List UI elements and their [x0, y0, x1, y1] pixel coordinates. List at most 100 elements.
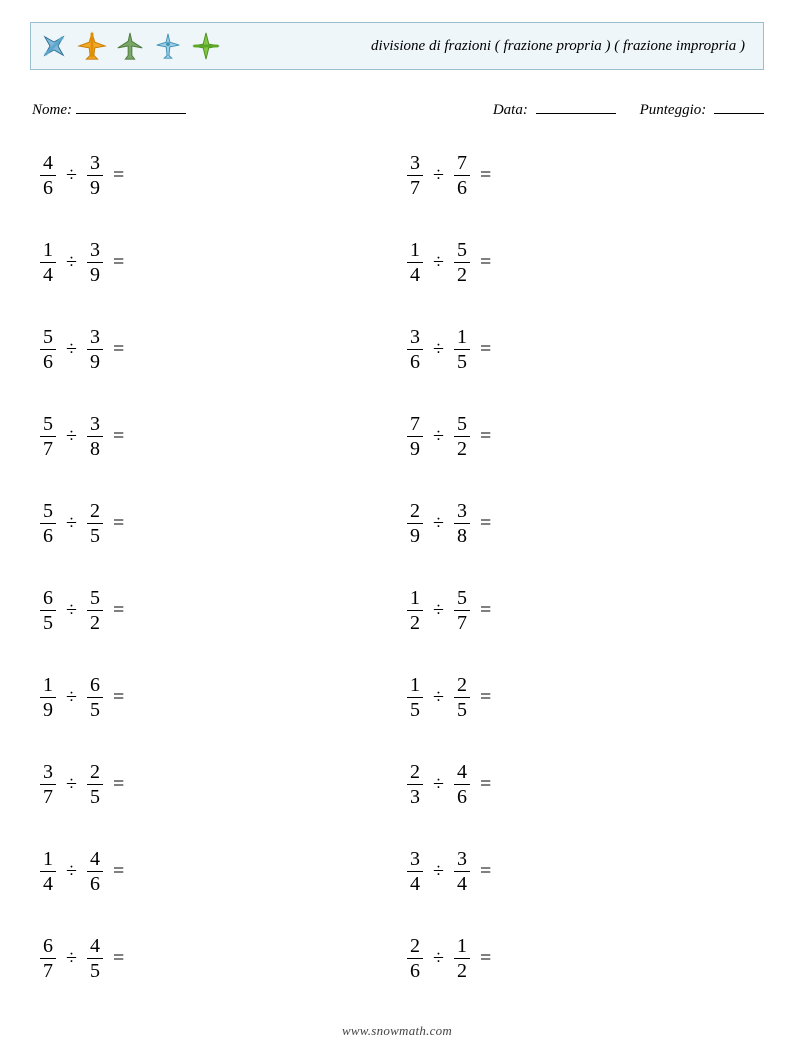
numerator: 4	[41, 153, 55, 173]
fraction: 52	[454, 414, 470, 459]
operator: ÷	[66, 251, 77, 274]
fraction: 46	[40, 153, 56, 198]
operator: ÷	[433, 773, 444, 796]
fraction: 26	[407, 936, 423, 981]
numerator: 3	[88, 240, 102, 260]
operator: ÷	[433, 686, 444, 709]
denominator: 8	[455, 526, 469, 546]
fraction-bar	[454, 436, 470, 437]
fraction-bar	[407, 523, 423, 524]
problem: 12÷57=	[407, 588, 764, 633]
fraction: 23	[407, 762, 423, 807]
operator: ÷	[433, 599, 444, 622]
numerator: 1	[41, 240, 55, 260]
numerator: 3	[408, 327, 422, 347]
denominator: 2	[455, 439, 469, 459]
score-label: Punteggio:	[640, 102, 707, 118]
numerator: 5	[455, 240, 469, 260]
numerator: 2	[408, 762, 422, 782]
numerator: 1	[41, 849, 55, 869]
info-row: Nome: Data: Punteggio:	[30, 100, 764, 119]
equals-sign: =	[480, 599, 491, 622]
plane-3-icon	[115, 31, 145, 61]
fraction-bar	[87, 436, 103, 437]
fraction: 65	[40, 588, 56, 633]
fraction: 37	[407, 153, 423, 198]
denominator: 9	[41, 700, 55, 720]
problem: 37÷76=	[407, 153, 764, 198]
numerator: 4	[88, 936, 102, 956]
plane-4-icon	[153, 31, 183, 61]
fraction-bar	[407, 697, 423, 698]
fraction-bar	[407, 349, 423, 350]
operator: ÷	[66, 860, 77, 883]
fraction-bar	[40, 349, 56, 350]
denominator: 6	[455, 178, 469, 198]
problem: 34÷34=	[407, 849, 764, 894]
fraction-bar	[407, 784, 423, 785]
fraction: 25	[87, 501, 103, 546]
fraction-bar	[87, 349, 103, 350]
fraction-bar	[407, 436, 423, 437]
numerator: 5	[455, 414, 469, 434]
fraction: 52	[87, 588, 103, 633]
numerator: 3	[408, 153, 422, 173]
problem: 19÷65=	[40, 675, 397, 720]
numerator: 7	[408, 414, 422, 434]
equals-sign: =	[480, 686, 491, 709]
numerator: 1	[408, 588, 422, 608]
numerator: 2	[88, 501, 102, 521]
footer-text: www.snowmath.com	[0, 1023, 794, 1039]
numerator: 5	[41, 501, 55, 521]
denominator: 9	[88, 265, 102, 285]
equals-sign: =	[113, 251, 124, 274]
fraction: 65	[87, 675, 103, 720]
plane-5-icon	[191, 31, 221, 61]
fraction: 57	[40, 414, 56, 459]
denominator: 6	[455, 787, 469, 807]
fraction: 29	[407, 501, 423, 546]
equals-sign: =	[113, 164, 124, 187]
numerator: 3	[41, 762, 55, 782]
fraction-bar	[40, 175, 56, 176]
fraction: 76	[454, 153, 470, 198]
denominator: 4	[41, 265, 55, 285]
fraction: 34	[454, 849, 470, 894]
equals-sign: =	[113, 425, 124, 448]
denominator: 9	[408, 439, 422, 459]
fraction-bar	[40, 697, 56, 698]
numerator: 2	[408, 936, 422, 956]
fraction: 39	[87, 327, 103, 372]
equals-sign: =	[113, 773, 124, 796]
problem: 23÷46=	[407, 762, 764, 807]
operator: ÷	[433, 947, 444, 970]
operator: ÷	[66, 164, 77, 187]
operator: ÷	[66, 425, 77, 448]
header-icons	[39, 31, 221, 61]
numerator: 1	[408, 240, 422, 260]
denominator: 7	[455, 613, 469, 633]
fraction-bar	[454, 349, 470, 350]
numerator: 7	[455, 153, 469, 173]
problem: 67÷45=	[40, 936, 397, 981]
problem: 14÷46=	[40, 849, 397, 894]
fraction-bar	[454, 262, 470, 263]
operator: ÷	[433, 512, 444, 535]
fraction-bar	[407, 958, 423, 959]
fraction: 25	[454, 675, 470, 720]
fraction-bar	[87, 784, 103, 785]
fraction-bar	[87, 958, 103, 959]
fraction: 45	[87, 936, 103, 981]
problem: 56÷39=	[40, 327, 397, 372]
numerator: 5	[455, 588, 469, 608]
fraction: 15	[454, 327, 470, 372]
fraction-bar	[40, 436, 56, 437]
denominator: 7	[41, 439, 55, 459]
denominator: 4	[408, 874, 422, 894]
numerator: 5	[41, 327, 55, 347]
equals-sign: =	[480, 773, 491, 796]
numerator: 2	[455, 675, 469, 695]
denominator: 6	[41, 352, 55, 372]
operator: ÷	[433, 164, 444, 187]
equals-sign: =	[113, 860, 124, 883]
